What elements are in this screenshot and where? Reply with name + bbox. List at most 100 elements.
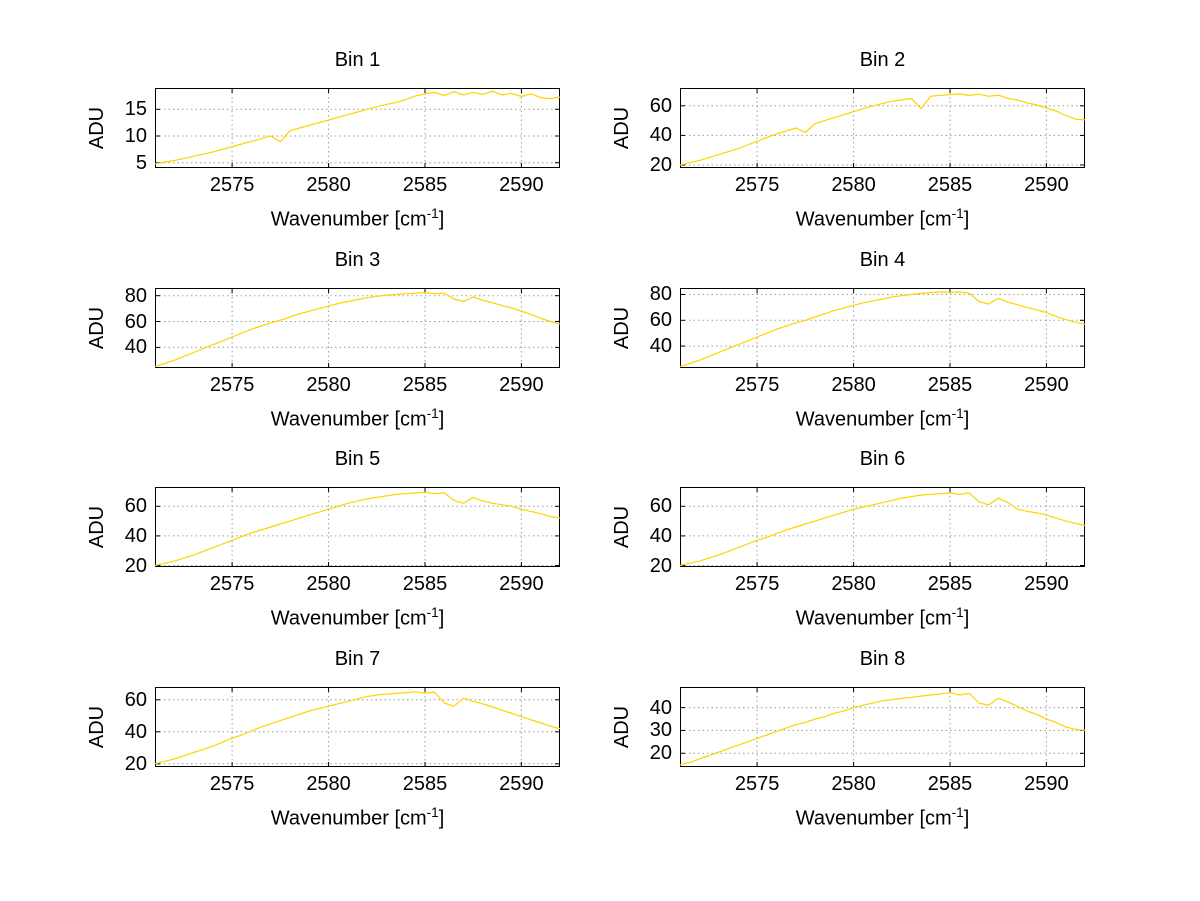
x-axis-label-close: ] [963, 807, 970, 830]
y-tick-label: 60 [649, 495, 672, 518]
tick-marks [155, 687, 560, 767]
axes-box [155, 88, 560, 168]
x-tick-label: 2585 [927, 573, 973, 595]
plot-area [154, 288, 561, 368]
data-series-line [154, 491, 561, 567]
x-tick-label: 2590 [499, 374, 544, 396]
tick-marks [155, 88, 560, 168]
x-tick-label: 2575 [209, 174, 255, 196]
data-series-line [679, 291, 1086, 368]
subplot-title: Bin 6 [859, 448, 906, 470]
x-axis-label-text: Wavenumber [cm [270, 408, 427, 431]
tick-marks [155, 487, 560, 567]
x-tick-label: 2585 [927, 773, 973, 795]
x-axis-label-superscript: -1 [951, 805, 964, 820]
plot-area [154, 487, 561, 567]
axes-box [155, 288, 560, 368]
x-axis-label-superscript: -1 [951, 406, 964, 421]
subplot-bin-7: Bin 7 ADU 20 40 60 2575 2580 2585 2590 Wavenu… [25, 637, 590, 837]
y-tick-label: 60 [649, 94, 672, 117]
x-axis-label-close: ] [438, 807, 445, 830]
x-axis-label: Wavenumber [cm-1] [155, 801, 560, 831]
subplot-bin-8: Bin 8 ADU 20 30 40 2575 2580 2585 2590 Wavenu… [550, 637, 1115, 837]
x-axis-label-text: Wavenumber [cm [270, 607, 427, 630]
plot-area [679, 687, 1086, 767]
grid-lines [155, 487, 560, 567]
x-axis-label-text: Wavenumber [cm [795, 807, 952, 830]
y-tick-label: 40 [649, 124, 672, 147]
y-tick-label: 60 [124, 688, 147, 711]
plot-area [154, 88, 561, 168]
y-tick-label: 80 [124, 284, 147, 307]
y-tick-label: 20 [124, 752, 147, 775]
y-tick-label: 15 [124, 98, 147, 121]
x-tick-label: 2580 [831, 573, 876, 595]
axes-box [680, 88, 1085, 168]
subplot-title: Bin 2 [859, 49, 906, 71]
x-axis-label: Wavenumber [cm-1] [680, 202, 1085, 232]
axes-box [155, 487, 560, 567]
y-tick-label: 40 [124, 720, 147, 743]
x-axis-label-superscript: -1 [426, 206, 439, 221]
x-tick-label: 2590 [499, 773, 544, 795]
x-tick-label: 2585 [402, 773, 448, 795]
plot-area [154, 687, 561, 767]
y-tick-label: 20 [649, 742, 672, 765]
x-axis-label-text: Wavenumber [cm [795, 208, 952, 231]
x-axis-label-superscript: -1 [426, 605, 439, 620]
x-axis-label-text: Wavenumber [cm [795, 607, 952, 630]
x-tick-label: 2575 [734, 374, 780, 396]
grid-lines [680, 88, 1085, 168]
x-axis-label-close: ] [963, 607, 970, 630]
x-axis-label-close: ] [438, 208, 445, 231]
x-tick-label: 2590 [499, 573, 544, 595]
x-axis-label-superscript: -1 [426, 805, 439, 820]
y-tick-label: 80 [649, 283, 672, 306]
x-tick-label: 2585 [402, 374, 448, 396]
grid-lines [155, 88, 560, 168]
x-tick-label: 2585 [927, 374, 973, 396]
plot-area [679, 88, 1086, 168]
x-tick-label: 2590 [499, 174, 544, 196]
x-axis-label: Wavenumber [cm-1] [155, 202, 560, 232]
grid-lines [680, 687, 1085, 767]
x-tick-label: 2575 [734, 174, 780, 196]
subplot-bin-1: Bin 1 ADU 5 10 15 2575 2580 2585 2590 Wavenum… [25, 38, 590, 238]
x-axis-label: Wavenumber [cm-1] [680, 402, 1085, 432]
y-tick-label: 40 [124, 336, 147, 359]
x-tick-label: 2575 [734, 773, 780, 795]
x-axis-label: Wavenumber [cm-1] [155, 402, 560, 432]
x-tick-label: 2575 [209, 773, 255, 795]
x-axis-label-text: Wavenumber [cm [270, 807, 427, 830]
tick-marks [680, 88, 1085, 168]
data-series-line [154, 291, 561, 368]
subplot-title: Bin 3 [334, 249, 381, 271]
plot-area [679, 487, 1086, 567]
y-tick-label: 40 [649, 335, 672, 358]
y-tick-label: 20 [649, 554, 672, 577]
subplot-title: Bin 7 [334, 648, 381, 670]
x-axis-label: Wavenumber [cm-1] [680, 601, 1085, 631]
x-tick-label: 2580 [831, 174, 876, 196]
x-tick-label: 2590 [1024, 374, 1069, 396]
axes-box [155, 687, 560, 767]
tick-marks [155, 288, 560, 368]
x-tick-label: 2585 [402, 573, 448, 595]
y-tick-label: 5 [135, 151, 147, 174]
x-tick-label: 2585 [927, 174, 973, 196]
x-axis-label-close: ] [963, 408, 970, 431]
tick-marks [680, 487, 1085, 567]
grid-lines [680, 487, 1085, 567]
tick-marks [680, 288, 1085, 368]
subplot-title: Bin 1 [334, 49, 381, 71]
x-tick-label: 2590 [1024, 573, 1069, 595]
subplot-bin-5: Bin 5 ADU 20 40 60 2575 2580 2585 2590 Wavenu… [25, 437, 590, 637]
subplot-bin-3: Bin 3 ADU 40 60 80 2575 2580 2585 2590 Wavenu… [25, 238, 590, 438]
x-tick-label: 2575 [734, 573, 780, 595]
axes-box [680, 687, 1085, 767]
data-series-line [679, 492, 1086, 567]
x-tick-label: 2580 [831, 773, 876, 795]
grid-lines [680, 288, 1085, 368]
x-axis-label-text: Wavenumber [cm [270, 208, 427, 231]
y-tick-label: 60 [124, 310, 147, 333]
